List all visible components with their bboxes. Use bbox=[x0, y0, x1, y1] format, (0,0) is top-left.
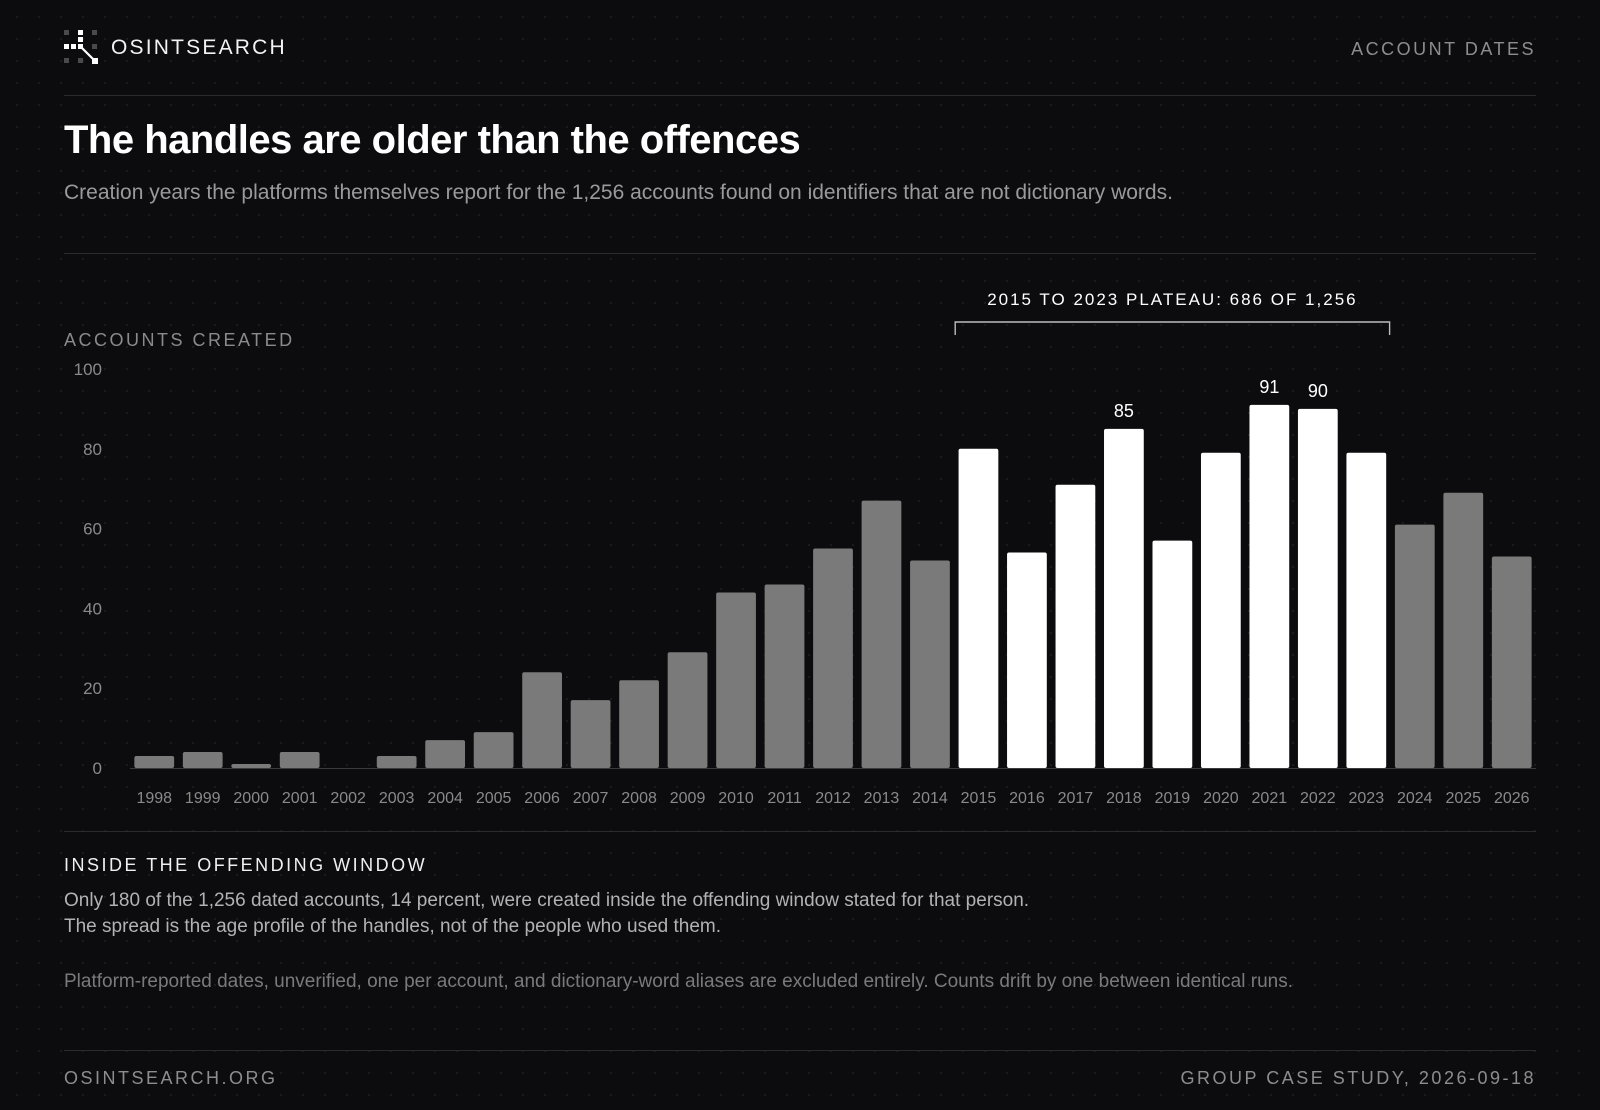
y-tick-label: 80 bbox=[83, 440, 102, 459]
plateau-annotation: 2015 TO 2023 PLATEAU: 686 OF 1,256 bbox=[954, 290, 1391, 335]
osintsearch-logo-icon bbox=[64, 30, 98, 64]
x-tick-label-2024: 2024 bbox=[1397, 790, 1433, 807]
data-label-2021: 91 bbox=[1259, 377, 1279, 397]
x-tick-label-2003: 2003 bbox=[379, 790, 415, 807]
methodology-note: Platform-reported dates, unverified, one… bbox=[64, 971, 1293, 992]
x-tick-label-2018: 2018 bbox=[1106, 790, 1142, 807]
x-tick-label-2019: 2019 bbox=[1155, 790, 1191, 807]
bar-2006 bbox=[522, 672, 562, 768]
data-label-2022: 90 bbox=[1308, 381, 1328, 401]
bar-2017 bbox=[1055, 484, 1096, 768]
bar-2013 bbox=[861, 500, 902, 768]
x-tick-label-2007: 2007 bbox=[573, 790, 609, 807]
x-tick-label-2022: 2022 bbox=[1300, 790, 1336, 807]
x-tick-label-2016: 2016 bbox=[1009, 790, 1045, 807]
x-tick-label-2002: 2002 bbox=[330, 790, 366, 807]
x-tick-label-2021: 2021 bbox=[1252, 790, 1288, 807]
bar-chart: ACCOUNTS CREATED 0 20 40 60 80 100 1998 1999 20… bbox=[64, 290, 1536, 807]
brand[interactable]: OSINTSEARCH bbox=[64, 30, 287, 66]
bar-2005 bbox=[473, 732, 514, 768]
chart-divider bbox=[64, 831, 1536, 832]
bar-2015 bbox=[958, 448, 999, 768]
brand-name: OSINTSEARCH bbox=[111, 36, 287, 59]
x-tick-label-2005: 2005 bbox=[476, 790, 512, 807]
footer-site-link[interactable]: OSINTSEARCH.ORG bbox=[64, 1068, 278, 1088]
bar-2000 bbox=[231, 764, 272, 768]
x-axis-ticks: 1998 1999 2000 2001 2002 2003 2004 2005 2006 2007… bbox=[136, 790, 1529, 807]
inside-window-title: INSIDE THE OFFENDING WINDOW bbox=[64, 855, 428, 875]
inside-window-line-2: The spread is the age profile of the han… bbox=[64, 916, 721, 937]
bar-2003 bbox=[376, 756, 417, 768]
bar-2019 bbox=[1152, 540, 1193, 768]
x-tick-label-2009: 2009 bbox=[670, 790, 706, 807]
bar-2024 bbox=[1394, 524, 1435, 768]
footer-case-study: GROUP CASE STUDY, 2026-09-18 bbox=[1180, 1068, 1536, 1088]
inside-window-line-1: Only 180 of the 1,256 dated accounts, 14… bbox=[64, 890, 1030, 911]
x-tick-label-2006: 2006 bbox=[524, 790, 560, 807]
page-subtitle: Creation years the platforms themselves … bbox=[64, 181, 1173, 204]
y-axis-ticks: 0 20 40 60 80 100 bbox=[74, 360, 102, 778]
footer-divider bbox=[64, 1050, 1536, 1051]
bar-1999 bbox=[182, 752, 223, 768]
bar-2001 bbox=[279, 752, 320, 768]
x-tick-label-1998: 1998 bbox=[136, 790, 172, 807]
x-tick-label-1999: 1999 bbox=[185, 790, 221, 807]
page-title: The handles are older than the offences bbox=[64, 118, 801, 162]
bar-2009 bbox=[667, 652, 708, 768]
x-tick-label-2023: 2023 bbox=[1349, 790, 1385, 807]
bar-2016 bbox=[1007, 552, 1047, 768]
y-tick-label: 60 bbox=[83, 520, 102, 539]
section-label: ACCOUNT DATES bbox=[1351, 39, 1536, 59]
plateau-label: 2015 TO 2023 PLATEAU: 686 OF 1,256 bbox=[987, 290, 1357, 309]
bar-2021 bbox=[1249, 404, 1290, 768]
x-tick-label-2001: 2001 bbox=[282, 790, 318, 807]
bar-1998 bbox=[134, 756, 175, 768]
y-tick-label: 100 bbox=[74, 360, 102, 379]
x-tick-label-2025: 2025 bbox=[1445, 790, 1481, 807]
bar-2025 bbox=[1443, 492, 1484, 768]
title-divider bbox=[64, 253, 1536, 254]
x-tick-label-2026: 2026 bbox=[1494, 790, 1530, 807]
y-tick-label: 0 bbox=[93, 759, 102, 778]
header: OSINTSEARCH ACCOUNT DATES bbox=[64, 30, 1536, 66]
bar-2014 bbox=[910, 560, 950, 768]
plateau-bracket bbox=[954, 321, 1391, 335]
bar-2010 bbox=[716, 592, 756, 768]
x-tick-label-2000: 2000 bbox=[233, 790, 269, 807]
data-labels: 85 91 90 bbox=[1114, 377, 1328, 421]
y-axis-label: ACCOUNTS CREATED bbox=[64, 330, 295, 350]
bar-2022 bbox=[1297, 408, 1338, 768]
bars bbox=[134, 404, 1532, 768]
y-tick-label: 20 bbox=[83, 679, 102, 698]
x-tick-label-2013: 2013 bbox=[864, 790, 900, 807]
header-divider bbox=[64, 95, 1536, 96]
y-tick-label: 40 bbox=[83, 599, 102, 618]
bar-2004 bbox=[425, 740, 466, 768]
bar-2020 bbox=[1200, 452, 1241, 768]
x-tick-label-2020: 2020 bbox=[1203, 790, 1239, 807]
bar-2018 bbox=[1104, 428, 1144, 768]
bar-2023 bbox=[1346, 452, 1387, 768]
x-tick-label-2008: 2008 bbox=[621, 790, 657, 807]
x-tick-label-2010: 2010 bbox=[718, 790, 754, 807]
bar-2011 bbox=[764, 584, 805, 768]
x-tick-label-2011: 2011 bbox=[767, 790, 802, 807]
bar-2007 bbox=[570, 700, 611, 768]
bar-2026 bbox=[1491, 556, 1532, 768]
bar-2008 bbox=[619, 680, 659, 768]
x-tick-label-2017: 2017 bbox=[1058, 790, 1094, 807]
x-tick-label-2004: 2004 bbox=[427, 790, 463, 807]
x-tick-label-2012: 2012 bbox=[815, 790, 851, 807]
bar-2012 bbox=[813, 548, 853, 768]
data-label-2018: 85 bbox=[1114, 401, 1134, 421]
x-tick-label-2014: 2014 bbox=[912, 790, 948, 807]
x-tick-label-2015: 2015 bbox=[961, 790, 997, 807]
